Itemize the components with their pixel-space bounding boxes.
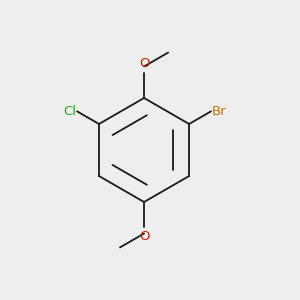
Text: Cl: Cl (63, 105, 76, 118)
Text: O: O (139, 57, 149, 70)
Text: Br: Br (212, 105, 227, 118)
Text: O: O (139, 230, 149, 243)
